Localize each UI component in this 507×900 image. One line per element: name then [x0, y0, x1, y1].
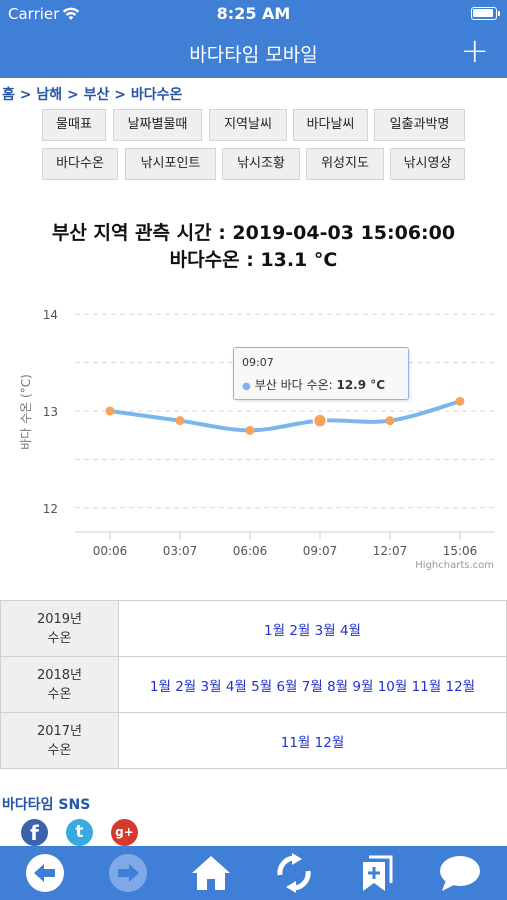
carrier-label: Carrier — [8, 5, 60, 23]
breadcrumb-separator: > — [19, 87, 32, 103]
chat-bubble-icon[interactable] — [438, 852, 482, 894]
month-link[interactable]: 2월 — [289, 622, 311, 639]
year-label: 2017년 — [36, 723, 83, 739]
twitter-icon[interactable]: t — [66, 819, 93, 846]
refresh-icon[interactable] — [272, 852, 316, 894]
menu-fishing-report-button[interactable]: 낚시조황 — [222, 148, 300, 180]
clock-time: 8:25 AM — [216, 4, 291, 23]
x-tick-label: 03:07 — [163, 544, 198, 558]
data-point-marker[interactable] — [385, 416, 395, 426]
breadcrumb-current[interactable]: 바다수온 — [130, 87, 183, 103]
sea-temp-heading: 바다수온 : 13.1 °C — [169, 249, 338, 271]
series-line — [108, 399, 462, 433]
data-point-marker[interactable] — [175, 416, 185, 426]
data-point-marker[interactable] — [105, 406, 115, 416]
monthly-archive-table: 2019년 수온 1월 2월 3월 4월 2018년 수온 1월 2월 3월 4월 … — [0, 600, 507, 769]
sea-temp-line-chart: 12 13 14 00:06 03:07 06:06 09:07 12:07 15:06 바다… — [19, 308, 495, 571]
breadcrumb-home[interactable]: 홈 — [2, 87, 15, 103]
month-link[interactable]: 1월 — [264, 622, 286, 639]
series-dot-icon: ● — [242, 381, 251, 392]
back-arrow-icon[interactable] — [23, 852, 67, 894]
month-link[interactable]: 6월 — [276, 678, 298, 695]
bottom-toolbar — [0, 846, 507, 900]
x-tick-label: 09:07 — [303, 544, 338, 558]
month-link[interactable]: 12월 — [445, 678, 476, 695]
month-link[interactable]: 4월 — [225, 678, 247, 695]
wifi-icon — [62, 6, 80, 25]
menu-sea-temp-button[interactable]: 바다수온 — [42, 148, 118, 180]
data-point-marker[interactable] — [455, 396, 465, 406]
google-plus-icon[interactable]: g+ — [111, 819, 138, 846]
year-label: 2019년 — [36, 611, 83, 627]
app-title: 바다타임 모바일 — [189, 44, 318, 66]
menu-satellite-map-button[interactable]: 위성지도 — [306, 148, 384, 180]
month-link[interactable]: 3월 — [314, 622, 336, 639]
sns-title: 바다타임 SNS — [2, 797, 91, 813]
month-links: 11월 12월 — [118, 712, 507, 769]
breadcrumb: 홈 > 남해 > 부산 > 바다수온 — [2, 84, 182, 104]
tooltip-line: ● 부산 바다 수온: 12.9 °C — [242, 376, 385, 393]
month-link[interactable]: 8월 — [327, 678, 349, 695]
year-sub-label: 수온 — [47, 686, 72, 702]
x-tick-label: 00:06 — [93, 544, 128, 558]
menu-sea-weather-button[interactable]: 바다날씨 — [293, 109, 368, 141]
menu-tide-table-button[interactable]: 물때표 — [42, 109, 106, 141]
x-tick-label: 15:06 — [443, 544, 478, 558]
forward-arrow-icon[interactable] — [106, 852, 150, 894]
year-sub-label: 수온 — [47, 630, 72, 646]
breadcrumb-region[interactable]: 남해 — [36, 87, 63, 103]
month-link[interactable]: 9월 — [352, 678, 374, 695]
month-links: 1월 2월 3월 4월 5월 6월 7월 8월 9월 10월 11월 12월 — [118, 656, 507, 713]
breadcrumb-separator: > — [67, 87, 79, 103]
month-link[interactable]: 1월 — [149, 678, 171, 695]
data-point-marker[interactable] — [245, 425, 255, 435]
menu-fishing-point-button[interactable]: 낚시포인트 — [125, 148, 216, 180]
y-axis-title: 바다 수온 (°C) — [19, 374, 33, 450]
battery-icon — [471, 7, 500, 20]
year-label: 2018년 — [36, 667, 83, 683]
bookmark-add-icon[interactable] — [355, 852, 399, 894]
menu-local-weather-button[interactable]: 지역날씨 — [209, 109, 287, 141]
menu-fishing-video-button[interactable]: 낚시영상 — [390, 148, 465, 180]
year-sub-label: 수온 — [47, 742, 72, 758]
home-icon[interactable] — [189, 852, 233, 894]
month-links: 1월 2월 3월 4월 — [118, 600, 507, 657]
nav-bar: 바다타임 모바일 + — [0, 28, 507, 78]
month-link[interactable]: 12월 — [314, 734, 345, 751]
month-link[interactable]: 3월 — [200, 678, 222, 695]
data-point-marker[interactable] — [312, 413, 328, 428]
tooltip-value: 12.9 °C — [336, 378, 386, 392]
y-tick-label: 13 — [43, 405, 58, 419]
y-tick-label: 14 — [43, 308, 58, 322]
x-tick-label: 12:07 — [373, 544, 408, 558]
menu-sunrise-twilight-button[interactable]: 일출과박명 — [374, 109, 465, 141]
tooltip-time: 09:07 — [242, 356, 274, 369]
month-link[interactable]: 5월 — [251, 678, 273, 695]
month-link[interactable]: 11월 — [280, 734, 311, 751]
month-link[interactable]: 2월 — [175, 678, 197, 695]
tooltip-series: 부산 바다 수온: — [254, 378, 333, 392]
add-plus-icon[interactable]: + — [460, 31, 490, 71]
chart-tooltip: 09:07 ● 부산 바다 수온: 12.9 °C — [233, 347, 409, 400]
month-link[interactable]: 7월 — [301, 678, 323, 695]
menu-daily-tide-button[interactable]: 날짜별물때 — [113, 109, 202, 141]
breadcrumb-city[interactable]: 부산 — [83, 87, 110, 103]
observation-time-heading: 부산 지역 관측 시간 : 2019-04-03 15:06:00 — [51, 222, 456, 244]
facebook-icon[interactable]: f — [21, 819, 48, 846]
breadcrumb-separator: > — [114, 87, 126, 103]
month-link[interactable]: 4월 — [339, 622, 361, 639]
x-tick-label: 06:06 — [233, 544, 268, 558]
month-link[interactable]: 11월 — [411, 678, 442, 695]
chart-credit: Highcharts.com — [415, 560, 494, 571]
month-link[interactable]: 10월 — [377, 678, 408, 695]
status-bar: Carrier 8:25 AM — [0, 0, 507, 28]
y-tick-label: 12 — [43, 502, 58, 516]
